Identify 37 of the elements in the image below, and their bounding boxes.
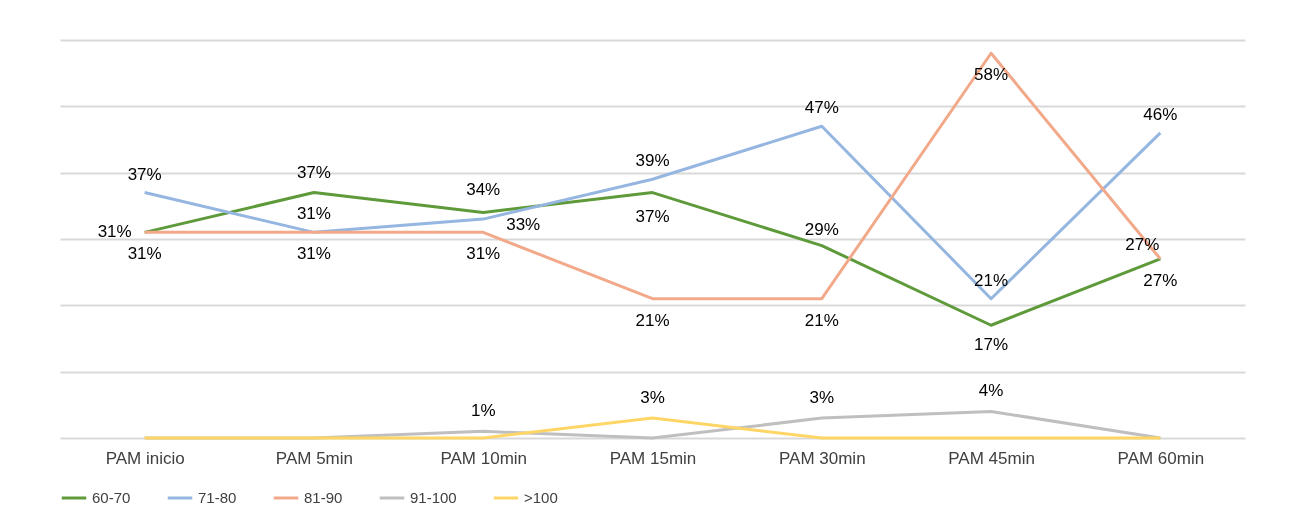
data-label: 21% bbox=[804, 310, 839, 330]
data-label: 31% bbox=[296, 204, 331, 224]
legend-label: 60-70 bbox=[92, 489, 131, 506]
data-label: 31% bbox=[97, 222, 132, 242]
data-label: 27% bbox=[1125, 234, 1160, 254]
data-label: 46% bbox=[1143, 104, 1178, 124]
legend-label: 71-80 bbox=[198, 489, 237, 506]
data-label: 33% bbox=[506, 215, 541, 235]
data-label: 21% bbox=[635, 310, 670, 330]
data-label: 17% bbox=[974, 335, 1009, 355]
data-label: 31% bbox=[466, 244, 501, 264]
data-label: 47% bbox=[804, 98, 839, 118]
data-label: 31% bbox=[296, 244, 331, 264]
data-label: 27% bbox=[1143, 270, 1178, 290]
data-label: 3% bbox=[809, 388, 835, 408]
x-tick-label: PAM 60min bbox=[1117, 448, 1205, 468]
data-label: 31% bbox=[127, 244, 162, 264]
legend-label: >100 bbox=[524, 489, 558, 506]
data-label: 4% bbox=[978, 381, 1004, 401]
x-tick-label: PAM 5min bbox=[275, 448, 354, 468]
x-tick-label: PAM 30min bbox=[778, 448, 866, 468]
legend-label: 81-90 bbox=[304, 489, 343, 506]
data-label: 29% bbox=[804, 219, 839, 239]
x-tick-label: PAM 10min bbox=[440, 448, 528, 468]
x-tick-label: PAM inicio bbox=[105, 448, 185, 468]
data-label: 34% bbox=[466, 180, 501, 200]
data-label: 58% bbox=[974, 65, 1009, 85]
data-label: 39% bbox=[635, 151, 670, 171]
data-label: 1% bbox=[470, 401, 496, 421]
x-tick-label: PAM 45min bbox=[948, 448, 1035, 468]
data-label: 3% bbox=[640, 388, 665, 408]
data-label: 37% bbox=[296, 162, 331, 182]
data-label: 21% bbox=[974, 270, 1009, 290]
x-tick-label: PAM 15min bbox=[609, 448, 697, 468]
data-label: 37% bbox=[635, 206, 670, 226]
legend-label: 91-100 bbox=[410, 489, 457, 506]
data-label: 37% bbox=[127, 164, 162, 184]
